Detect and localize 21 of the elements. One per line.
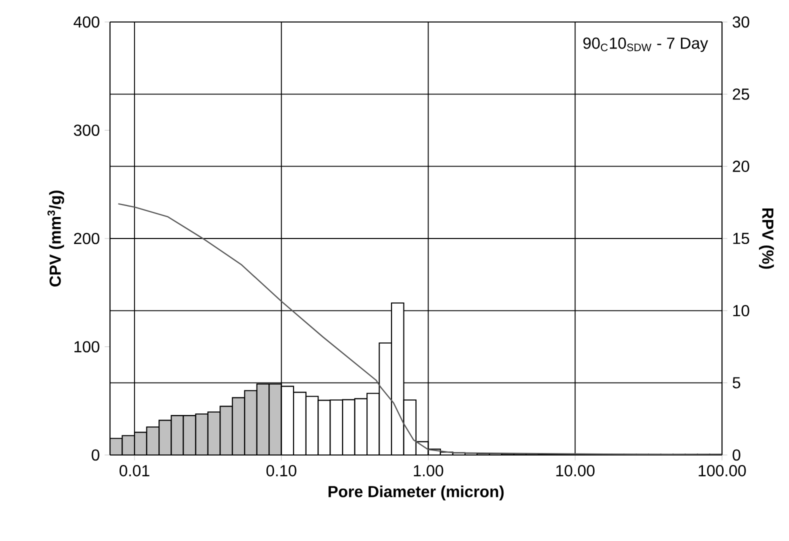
text: 90$_{C}$10$_{SDW}$ - 7 Day [583, 38, 708, 52]
y-tick-label: 0 [92, 449, 100, 461]
y-tick-label: 100 [74, 341, 100, 352]
x-tick-label: 0.01 [120, 465, 150, 476]
y2-tick-label: 25 [732, 88, 750, 100]
y2-tick-label: 10 [733, 304, 750, 316]
y-tick-label: 400 [74, 16, 100, 28]
y2-tick-label: 0 [732, 449, 740, 461]
y-axis-title: CPV (mm$^{3}$/g) [47, 190, 64, 286]
y2-tick-label: 15 [733, 232, 750, 244]
y-tick-label: 300 [74, 124, 100, 136]
x-axis-title: Pore Diameter (micron) [328, 486, 504, 500]
y-tick-label: 200 [74, 232, 100, 244]
y2-axis-title: RPV (%) [758, 208, 774, 269]
y2-tick-label: 5 [732, 377, 740, 388]
y2-tick-label: 30 [732, 16, 750, 28]
x-tick-label: 1.00 [414, 465, 444, 476]
y2-tick-label: 20 [732, 160, 750, 172]
x-tick-label: 10.00 [556, 465, 595, 476]
x-tick-label: 0.10 [266, 465, 296, 476]
x-tick-label: 100.00 [698, 465, 746, 476]
